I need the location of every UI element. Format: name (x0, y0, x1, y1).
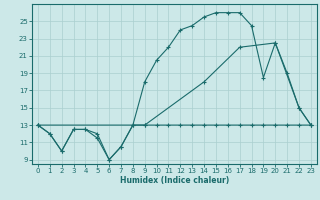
X-axis label: Humidex (Indice chaleur): Humidex (Indice chaleur) (120, 176, 229, 185)
